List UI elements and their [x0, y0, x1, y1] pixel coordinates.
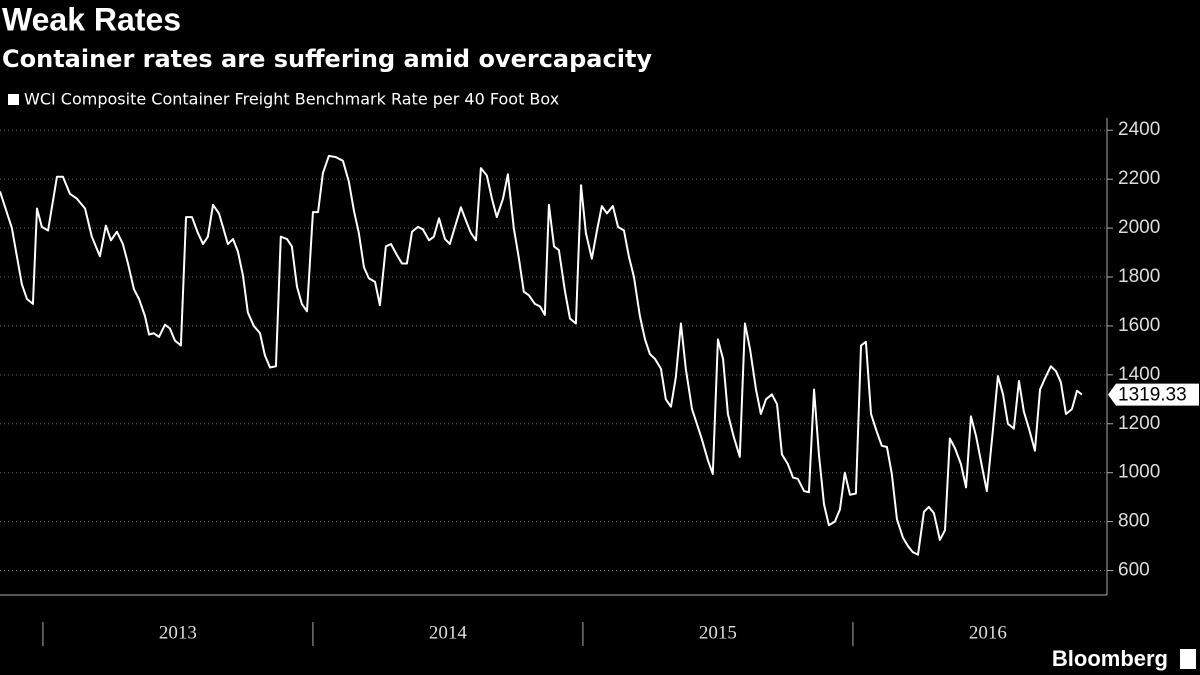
y-tick-label: 1600	[1118, 315, 1160, 336]
chart-title: Weak Rates	[2, 1, 181, 37]
y-tick-label: 1000	[1118, 462, 1160, 483]
y-tick-label: 1200	[1118, 413, 1160, 434]
logo-icon	[1180, 649, 1196, 669]
x-tick-label: 2015	[699, 622, 737, 643]
y-tick-label: 1800	[1118, 266, 1160, 287]
y-tick-label: 2400	[1118, 119, 1160, 140]
x-tick-label: 2014	[429, 622, 468, 643]
last-value-box	[1108, 383, 1199, 406]
y-tick-label: 2000	[1118, 217, 1160, 238]
x-tick-label: 2013	[159, 622, 197, 643]
series-line	[0, 154, 1083, 556]
y-tick-label: 600	[1118, 560, 1150, 581]
legend-swatch	[8, 94, 19, 105]
chart-subtitle: Container rates are suffering amid overc…	[2, 45, 652, 73]
y-tick-label: 800	[1118, 511, 1150, 532]
y-tick-label: 2200	[1118, 168, 1160, 189]
x-tick-label: 2016	[969, 622, 1007, 643]
y-tick-label: 1400	[1118, 364, 1160, 385]
legend-label: WCI Composite Container Freight Benchmar…	[24, 90, 559, 109]
source-logo: Bloomberg	[1052, 646, 1168, 671]
last-value-label: 1319.33	[1118, 385, 1187, 406]
